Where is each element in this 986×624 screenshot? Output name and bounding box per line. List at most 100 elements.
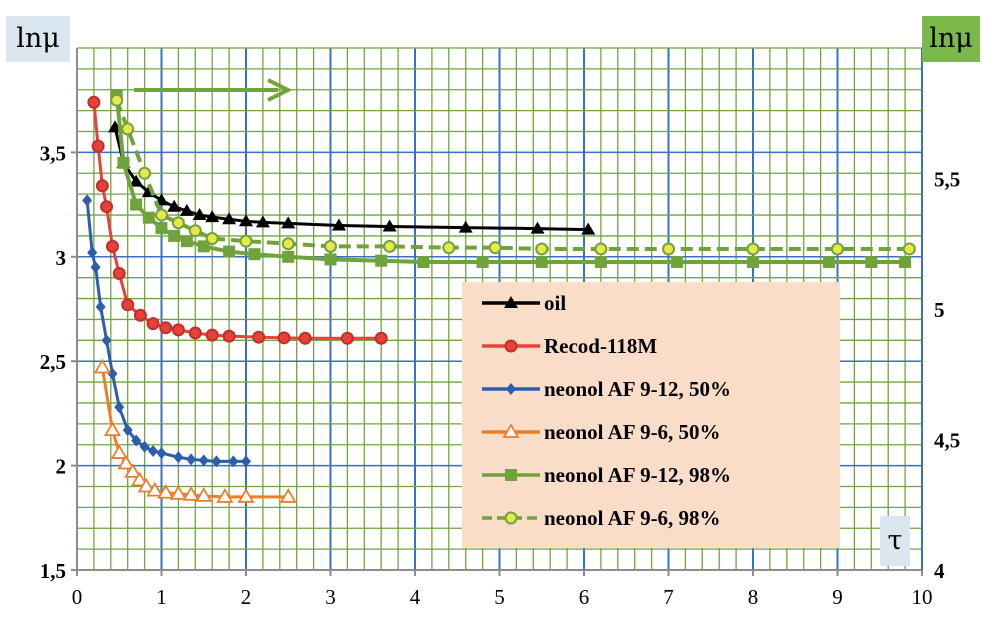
marker-triangle (255, 215, 270, 228)
y-tick-label: 3 (56, 246, 67, 270)
legend-swatch (482, 296, 540, 308)
legend-label: neonol AF 9-6, 50% (544, 419, 721, 444)
marker-triangle-open (182, 486, 200, 501)
marker-diamond (87, 246, 98, 259)
marker-circle (95, 179, 109, 193)
marker-triangle (222, 212, 237, 225)
marker-square (375, 254, 388, 267)
marker-circle (277, 331, 291, 345)
marker-triangle-open (279, 488, 297, 503)
marker-circle (87, 95, 101, 109)
marker-circle (239, 234, 253, 248)
marker-diamond (90, 261, 101, 274)
marker-circle (281, 237, 295, 251)
marker-diamond (211, 455, 222, 468)
legend-swatch (482, 469, 540, 481)
marker-triangle (179, 203, 194, 216)
marker-circle (374, 331, 388, 345)
marker-square (594, 256, 607, 269)
marker-square (180, 235, 193, 248)
marker-circle (902, 242, 916, 256)
marker-triangle-open (237, 488, 255, 503)
marker-square (865, 256, 878, 269)
marker-triangle-open (169, 485, 187, 500)
marker-circle (831, 242, 844, 256)
marker-triangle-open (137, 477, 155, 493)
series-2 (82, 194, 251, 468)
marker-diamond (186, 453, 197, 466)
marker-square (476, 256, 489, 269)
marker-triangle (239, 214, 253, 227)
marker-diamond (101, 334, 112, 347)
marker-circle (133, 308, 147, 322)
marker-square (747, 256, 759, 269)
marker-diamond (95, 300, 106, 313)
y2-tick-label: 4,5 (934, 429, 960, 453)
marker-triangle (382, 219, 397, 232)
marker-diamond (107, 367, 118, 380)
marker-circle (171, 216, 185, 230)
y-axis-label-left: lnμ (6, 16, 70, 62)
marker-circle (100, 200, 114, 214)
marker-circle (535, 242, 549, 256)
y2-tick-label: 4 (934, 559, 945, 583)
marker-square (130, 198, 143, 211)
marker-circle (298, 331, 312, 345)
marker-triangle-open (146, 481, 164, 497)
marker-triangle-open (93, 358, 111, 374)
x-tick-label: 6 (579, 585, 590, 609)
y-tick-label: 1,5 (40, 559, 66, 583)
marker-triangle (192, 208, 207, 221)
marker-square (223, 245, 236, 258)
marker-circle (188, 224, 202, 238)
marker-square (324, 253, 337, 266)
marker-square (417, 256, 430, 269)
legend: oil Recod-118M neonol AF 9-12, 50% neonol A… (462, 282, 840, 548)
marker-circle (138, 166, 152, 180)
marker-square (535, 256, 548, 269)
marker-circle (155, 208, 168, 222)
marker-square (823, 256, 836, 269)
marker-diamond (114, 401, 125, 414)
marker-triangle (458, 220, 473, 233)
marker-square (670, 256, 683, 269)
marker-triangle-open (216, 488, 234, 503)
marker-circle (746, 242, 760, 256)
marker-triangle-open (157, 483, 175, 499)
marker-circle (504, 511, 518, 525)
series-5 (110, 93, 916, 256)
y-tick-label: 2 (56, 455, 67, 479)
y2-tick-label: 5 (934, 298, 945, 322)
marker-square (197, 240, 210, 253)
marker-triangle (581, 222, 596, 235)
marker-circle (205, 328, 219, 342)
arrow-head (267, 78, 293, 102)
marker-square (142, 211, 155, 224)
marker-diamond (241, 455, 251, 468)
marker-diamond (148, 444, 159, 457)
marker-circle (159, 321, 173, 335)
marker-diamond (122, 424, 133, 437)
series-line (114, 99, 910, 251)
legend-item: neonol AF 9-12, 50% (480, 374, 731, 404)
legend-swatch (482, 383, 540, 395)
marker-circle (105, 239, 119, 253)
legend-label: neonol AF 9-12, 50% (544, 376, 732, 401)
legend-label: neonol AF 9-6, 98% (544, 505, 721, 530)
y-tick-label: 3,5 (40, 141, 66, 165)
marker-circle (594, 242, 608, 256)
x-tick-label: 10 (912, 585, 933, 609)
marker-square (248, 248, 261, 261)
marker-square (155, 222, 168, 235)
x-tick-label: 7 (663, 585, 674, 609)
marker-circle (121, 122, 135, 136)
marker-circle (488, 241, 502, 255)
tick-labels: 0 1 2 3 4 5 6 7 8 9 10 1,5 2 2,5 3 3,5 4 4,5 5 5,5 (40, 141, 961, 609)
marker-circle (112, 267, 126, 281)
marker-triangle (281, 216, 296, 229)
axes (71, 48, 923, 576)
marker-diamond (228, 455, 239, 468)
marker-circle (340, 331, 354, 345)
marker-circle (222, 329, 236, 343)
marker-triangle (530, 221, 545, 234)
